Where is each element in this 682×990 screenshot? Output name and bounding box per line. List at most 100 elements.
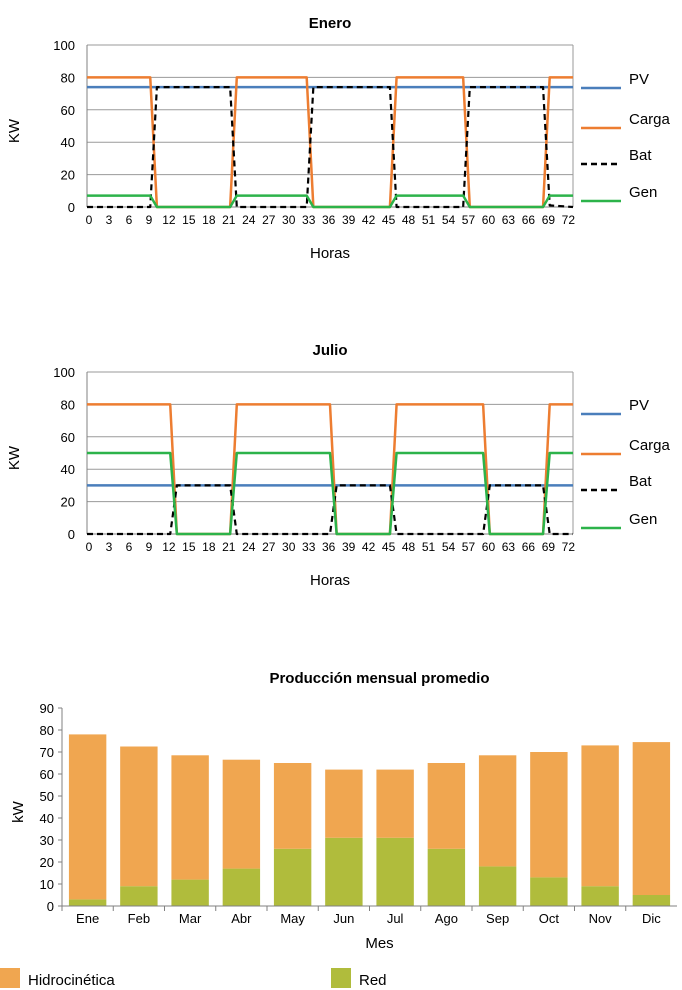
- series-line-bat: [87, 484, 573, 536]
- y-tick-label: 70: [40, 745, 54, 760]
- legend-label-bat: Bat: [629, 473, 652, 490]
- x-tick-label: 30: [282, 213, 296, 227]
- bar-hidrocinética-oct: [530, 752, 568, 878]
- x-tick-label: 3: [106, 540, 113, 554]
- bar-hidrocinética-abr: [222, 759, 261, 869]
- bar-hidrocinética-mar: [171, 755, 209, 880]
- x-tick-label: 9: [146, 540, 153, 554]
- legend-label-red: Red: [359, 972, 387, 989]
- x-tick-label: Sep: [486, 911, 509, 926]
- y-tick-label: 50: [40, 789, 54, 804]
- x-tick-label: 21: [222, 213, 236, 227]
- x-tick-label: 48: [402, 213, 416, 227]
- y-tick-label: 100: [53, 38, 75, 53]
- x-tick-label: 42: [362, 540, 376, 554]
- x-tick-label: 51: [422, 213, 436, 227]
- x-tick-label: 6: [126, 540, 133, 554]
- x-tick-label: 15: [182, 540, 196, 554]
- x-tick-label: 9: [146, 213, 153, 227]
- bar-red-oct: [530, 877, 568, 906]
- bar-hidrocinética-ago: [427, 763, 466, 849]
- bar-hidrocinética-feb: [120, 746, 158, 887]
- x-tick-label: 30: [282, 540, 296, 554]
- x-tick-label: Ago: [435, 911, 458, 926]
- x-tick-label: 63: [502, 540, 516, 554]
- bar-chart-produccion-mensual: Producción mensual promedio 0 10 20 30 40 50 60…: [0, 670, 677, 989]
- y-tick-label: 20: [40, 855, 54, 870]
- x-tick-label: Feb: [128, 911, 150, 926]
- bar-red-nov: [581, 886, 619, 906]
- x-tick-label: 39: [342, 213, 356, 227]
- x-tick-label: 69: [542, 540, 556, 554]
- legend-swatch-hidrocinética: [0, 968, 20, 988]
- y-tick-label: 80: [61, 397, 75, 412]
- legend-label-carga: Carga: [629, 111, 671, 128]
- y-tick-label: 0: [47, 899, 54, 914]
- x-tick-label: 45: [382, 213, 396, 227]
- x-tick-label: 72: [562, 213, 576, 227]
- y-tick-label: 40: [61, 462, 75, 477]
- x-tick-label: 42: [362, 213, 376, 227]
- x-tick-label: 33: [302, 540, 316, 554]
- y-tick-label: 10: [40, 877, 54, 892]
- x-axis-label: Mes: [365, 935, 393, 952]
- x-tick-label: 33: [302, 213, 316, 227]
- legend-label-pv: PV: [629, 397, 649, 414]
- bar-red-feb: [120, 886, 158, 906]
- bar-red-dic: [632, 895, 671, 906]
- bar-hidrocinética-jul: [376, 769, 414, 838]
- x-tick-label: Oct: [539, 911, 560, 926]
- x-tick-label: Abr: [231, 911, 252, 926]
- x-tick-label: 60: [482, 540, 496, 554]
- x-tick-label: 45: [382, 540, 396, 554]
- bar-hidrocinética-sep: [478, 755, 517, 867]
- bar-red-ene: [68, 899, 107, 906]
- legend-swatch-red: [331, 968, 351, 988]
- bar-red-mar: [171, 879, 209, 906]
- legend-label-carga: Carga: [629, 437, 671, 454]
- bar-red-ago: [427, 848, 466, 906]
- x-axis-label: Horas: [310, 245, 350, 262]
- y-axis-label: KW: [6, 118, 23, 143]
- y-tick-label: 0: [68, 200, 75, 215]
- bar-red-abr: [222, 868, 261, 906]
- y-axis-label: KW: [6, 445, 23, 470]
- x-tick-label: 15: [182, 213, 196, 227]
- x-tick-label: 12: [162, 213, 176, 227]
- bar-hidrocinética-dic: [632, 742, 671, 895]
- x-tick-label: Jul: [387, 911, 404, 926]
- series-line-bat: [87, 86, 574, 209]
- x-tick-label: 54: [442, 213, 456, 227]
- y-tick-label: 20: [61, 168, 75, 183]
- y-axis-label: kW: [10, 800, 27, 823]
- y-tick-label: 80: [61, 70, 75, 85]
- x-axis-label: Horas: [310, 572, 350, 589]
- x-tick-label: 21: [222, 540, 236, 554]
- x-tick-label: 6: [126, 213, 133, 227]
- legend-label-gen: Gen: [629, 511, 657, 528]
- bar-hidrocinética-nov: [581, 745, 619, 887]
- x-tick-label: Nov: [589, 911, 613, 926]
- x-tick-label: May: [280, 911, 305, 926]
- x-tick-label: Jun: [333, 911, 354, 926]
- x-tick-label: 69: [542, 213, 556, 227]
- y-tick-label: 60: [40, 767, 54, 782]
- x-tick-label: 66: [522, 213, 536, 227]
- x-tick-label: 54: [442, 540, 456, 554]
- x-tick-label: 72: [562, 540, 576, 554]
- x-tick-label: 3: [106, 213, 113, 227]
- x-tick-label: 51: [422, 540, 436, 554]
- y-tick-label: 40: [61, 135, 75, 150]
- x-tick-label: Ene: [76, 911, 99, 926]
- y-tick-label: 0: [68, 527, 75, 542]
- x-tick-label: Mar: [179, 911, 202, 926]
- legend-label-pv: PV: [629, 71, 649, 88]
- x-tick-label: 18: [202, 540, 216, 554]
- y-tick-label: 80: [40, 723, 54, 738]
- bar-hidrocinética-ene: [68, 734, 107, 900]
- y-tick-label: 100: [53, 365, 75, 380]
- x-tick-label: 36: [322, 540, 336, 554]
- x-tick-label: 57: [462, 213, 476, 227]
- x-tick-label: 24: [242, 540, 256, 554]
